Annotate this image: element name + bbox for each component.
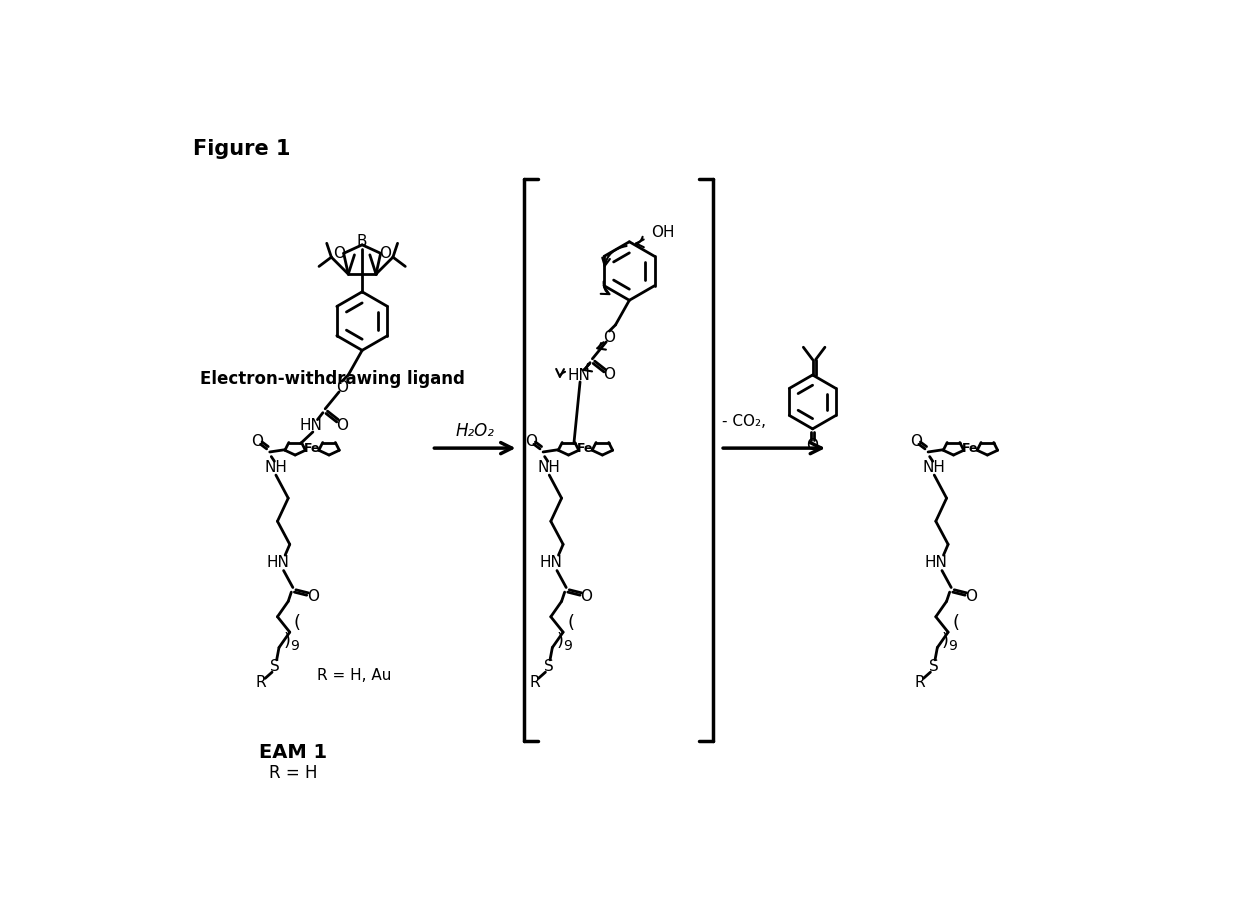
Text: O: O (306, 589, 319, 604)
Text: Electron-withdrawing ligand: Electron-withdrawing ligand (201, 370, 465, 388)
Text: H₂O₂: H₂O₂ (455, 422, 495, 440)
Text: S: S (543, 659, 553, 673)
Text: 9: 9 (563, 639, 572, 653)
Text: R: R (914, 675, 925, 691)
Text: O: O (604, 330, 615, 344)
Text: R = H: R = H (269, 764, 317, 782)
Text: ): ) (557, 632, 563, 650)
Text: O: O (336, 380, 348, 394)
Text: O: O (525, 434, 537, 449)
Text: O: O (604, 367, 615, 383)
Text: 9: 9 (290, 639, 299, 653)
Text: O: O (334, 246, 345, 261)
Text: O: O (252, 434, 263, 449)
Text: NH: NH (264, 460, 288, 475)
Text: O: O (379, 246, 392, 261)
Text: NH: NH (538, 460, 560, 475)
Text: - CO₂,: - CO₂, (722, 414, 766, 429)
Text: O: O (965, 589, 977, 604)
Text: O: O (336, 417, 348, 433)
Text: O: O (910, 434, 921, 449)
Text: O: O (580, 589, 593, 604)
Text: O: O (806, 438, 818, 454)
Text: ): ) (283, 632, 290, 650)
Text: 9: 9 (949, 639, 957, 653)
Text: S: S (929, 659, 939, 673)
Text: NH: NH (923, 460, 946, 475)
Text: (: ( (294, 614, 301, 632)
Text: R: R (255, 675, 267, 691)
Text: HN: HN (924, 556, 947, 570)
Text: HN: HN (300, 418, 322, 434)
Text: EAM 1: EAM 1 (259, 742, 327, 762)
Text: R: R (529, 675, 539, 691)
Text: HN: HN (567, 368, 590, 384)
Text: R = H, Au: R = H, Au (317, 668, 392, 682)
Text: Fe: Fe (304, 442, 320, 455)
Text: HN: HN (267, 556, 289, 570)
Text: ): ) (941, 632, 949, 650)
Text: (: ( (568, 614, 574, 632)
Text: B: B (357, 234, 367, 250)
Text: Figure 1: Figure 1 (192, 139, 290, 159)
Text: Fe: Fe (962, 442, 978, 455)
Text: S: S (270, 659, 280, 673)
Text: Fe: Fe (577, 442, 594, 455)
Text: (: ( (952, 614, 960, 632)
Text: HN: HN (539, 556, 562, 570)
Text: OH: OH (651, 225, 675, 240)
